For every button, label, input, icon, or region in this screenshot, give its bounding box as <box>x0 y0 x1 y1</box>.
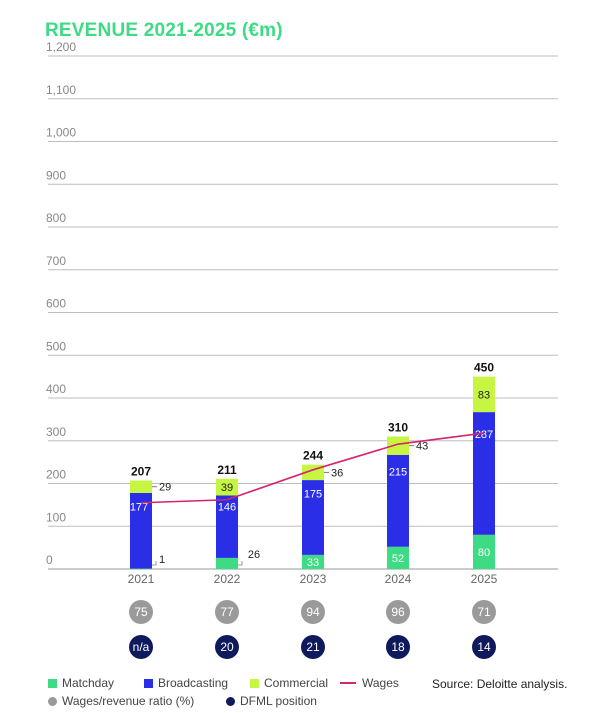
legend-wages-ratio-label: Wages/revenue ratio (%) <box>62 694 195 708</box>
matchday-label: 26 <box>248 549 260 561</box>
legend-dfml-position-label: DFML position <box>240 694 317 708</box>
broadcasting-label: 287 <box>475 429 493 441</box>
y-tick-label: 0 <box>46 553 53 567</box>
matchday-label: 1 <box>159 554 165 566</box>
y-tick-label: 400 <box>46 382 66 396</box>
legend-wages-ratio: Wages/revenue ratio (%) <box>48 694 194 708</box>
chart-title: REVENUE 2021-2025 (€m) <box>45 20 283 41</box>
wages-ratio-circle <box>129 600 153 624</box>
bar-commercial <box>473 376 495 413</box>
wages-ratio-circle <box>215 600 239 624</box>
dfml-position-label: 20 <box>220 640 234 654</box>
legend-broadcasting: Broadcasting <box>144 676 228 690</box>
x-tick-label: 2021 <box>128 572 155 586</box>
dfml-position-label: 14 <box>477 640 491 654</box>
bar-matchday <box>387 546 409 569</box>
bar-matchday <box>216 557 238 569</box>
legend-broadcasting-swatch <box>144 678 153 688</box>
total-label: 207 <box>131 465 151 479</box>
y-tick-label: 900 <box>46 168 66 182</box>
legend-broadcasting-label: Broadcasting <box>158 676 229 690</box>
matchday-label: 80 <box>478 547 490 559</box>
broadcasting-label: 146 <box>218 502 236 514</box>
legend-commercial-swatch <box>250 678 259 688</box>
wages-ratio-circle <box>472 600 496 624</box>
total-label: 244 <box>303 449 323 463</box>
y-tick-label: 1,200 <box>46 40 76 54</box>
dfml-position-label: 21 <box>306 640 320 654</box>
legend-matchday: Matchday <box>48 676 114 690</box>
wages-ratio-label: 75 <box>134 605 148 619</box>
dfml-position-circle <box>129 635 153 659</box>
bar-matchday <box>302 554 324 569</box>
dfml-position-circle <box>301 635 325 659</box>
commercial-label: 36 <box>331 467 343 479</box>
source-note: Source: Deloitte analysis. <box>432 677 568 691</box>
commercial-label: 43 <box>416 441 428 453</box>
commercial-label: 83 <box>478 389 490 401</box>
wages-ratio-label: 96 <box>391 605 405 619</box>
legend-matchday-label: Matchday <box>62 676 115 690</box>
matchday-leader <box>238 561 243 566</box>
legend-wages-line <box>340 682 356 684</box>
y-tick-label: 1,100 <box>46 83 76 97</box>
wages-line <box>140 432 485 504</box>
total-label: 310 <box>388 420 408 434</box>
y-tick-label: 500 <box>46 339 66 353</box>
bar-broadcasting <box>216 495 238 558</box>
y-tick-label: 200 <box>46 468 66 482</box>
total-label: 211 <box>217 463 237 477</box>
matchday-label: 52 <box>392 553 404 565</box>
dfml-position-circle <box>215 635 239 659</box>
matchday-leader <box>152 561 157 566</box>
x-tick-label: 2023 <box>300 572 327 586</box>
matchday-label: 33 <box>307 557 319 569</box>
y-tick-label: 800 <box>46 211 66 225</box>
dfml-position-label: n/a <box>133 640 150 654</box>
wages-ratio-circle <box>386 600 410 624</box>
legend-dfml-position-dot <box>226 696 235 706</box>
y-tick-label: 700 <box>46 254 66 268</box>
legend-matchday-swatch <box>48 678 57 688</box>
legend-wages: Wages <box>340 676 399 690</box>
legend-commercial: Commercial <box>250 676 328 690</box>
dfml-position-circle <box>386 635 410 659</box>
broadcasting-label: 215 <box>389 466 407 478</box>
bar-broadcasting <box>473 412 495 535</box>
wages-ratio-circle <box>301 600 325 624</box>
x-tick-label: 2025 <box>471 572 498 586</box>
y-tick-label: 300 <box>46 425 66 439</box>
dfml-position-circle <box>472 635 496 659</box>
commercial-label: 39 <box>221 482 233 494</box>
wages-ratio-label: 71 <box>477 605 491 619</box>
x-tick-label: 2022 <box>214 572 241 586</box>
bar-matchday <box>130 568 152 570</box>
y-tick-label: 100 <box>46 510 66 524</box>
bar-commercial <box>130 480 152 493</box>
bar-matchday <box>473 534 495 569</box>
broadcasting-label: 177 <box>130 502 148 514</box>
wages-ratio-label: 94 <box>306 605 320 619</box>
dfml-position-label: 18 <box>391 640 405 654</box>
y-tick-label: 1,000 <box>46 126 76 140</box>
wages-ratio-label: 77 <box>220 605 234 619</box>
y-tick-label: 600 <box>46 297 66 311</box>
bar-commercial <box>216 478 238 496</box>
legend-wages-label: Wages <box>362 676 399 690</box>
revenue-chart: 0 100 200 300 400 500 600 700 800 900 1,000 1,100 1,… <box>46 40 558 659</box>
legend-commercial-label: Commercial <box>264 676 329 690</box>
x-tick-label: 2024 <box>385 572 412 586</box>
commercial-label: 29 <box>159 482 171 494</box>
total-label: 450 <box>474 361 494 375</box>
bar-broadcasting <box>302 480 324 555</box>
broadcasting-label: 175 <box>304 489 322 501</box>
legend-wages-ratio-dot <box>48 696 57 706</box>
legend-dfml-position: DFML position <box>226 694 317 708</box>
bar-broadcasting <box>130 492 152 569</box>
bar-commercial <box>387 436 409 455</box>
bar-broadcasting <box>387 454 409 547</box>
